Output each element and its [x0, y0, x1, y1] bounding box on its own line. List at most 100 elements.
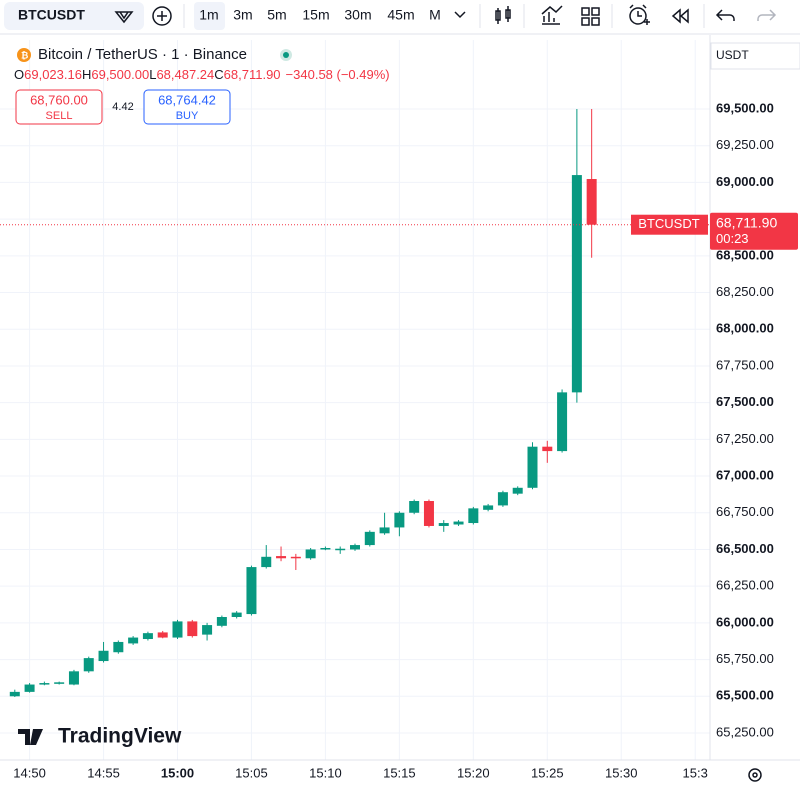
- toolbar: BTCUSDT 1m 3m 5m 15m 30m 45m M: [0, 2, 800, 35]
- sell-label[interactable]: SELL: [46, 110, 73, 122]
- buy-label[interactable]: BUY: [176, 110, 199, 122]
- candle-body: [557, 392, 568, 452]
- settings-icon[interactable]: [748, 768, 762, 782]
- symbol-search[interactable]: [4, 2, 144, 30]
- candle-body: [231, 612, 242, 617]
- interval[interactable]: M: [429, 7, 441, 23]
- candle-body: [468, 508, 479, 524]
- symbol-tag-bg: [631, 214, 708, 235]
- x-tick-label: 15:15: [383, 765, 416, 780]
- sell-button[interactable]: [15, 89, 103, 125]
- candle-body: [438, 523, 449, 526]
- bitcoin-icon-glyph: ₿: [21, 50, 28, 60]
- x-tick-label: 14:55: [87, 765, 120, 780]
- candle-body: [202, 625, 213, 635]
- candle-body: [379, 527, 390, 534]
- interval[interactable]: 15m: [302, 7, 329, 23]
- candle-body: [83, 658, 94, 672]
- ohlc-key: H: [82, 67, 91, 82]
- alert-icon[interactable]: [629, 7, 647, 25]
- interval-dropdown[interactable]: [454, 11, 466, 19]
- interval[interactable]: 3m: [233, 7, 252, 23]
- intervals: 1m 3m 5m 15m 30m 45m M: [199, 7, 441, 23]
- candle-body: [512, 487, 523, 494]
- candle-body: [542, 446, 553, 452]
- candle-body: [394, 512, 405, 528]
- buy-price[interactable]: 68,764.42: [158, 92, 216, 107]
- candle-body: [24, 684, 35, 692]
- candle-body: [9, 691, 20, 697]
- y-tick-label: 67,750.00: [716, 357, 774, 372]
- active-interval-bg: [194, 2, 225, 30]
- replay-icon[interactable]: [671, 8, 689, 24]
- candle-body: [364, 531, 375, 546]
- candle-body: [216, 616, 227, 626]
- currency[interactable]: USDT: [716, 48, 749, 62]
- candle-body: [113, 641, 124, 653]
- ohlc-values: O69,023.16H69,500.00L68,487.24C68,711.90…: [14, 67, 390, 82]
- candle-body: [54, 682, 65, 684]
- ohlc-value: 68,487.24: [156, 67, 214, 82]
- interval[interactable]: 1m: [199, 7, 218, 23]
- bitcoin-icon: [17, 48, 31, 62]
- layouts-icon[interactable]: [581, 7, 600, 26]
- candle-body: [527, 446, 538, 488]
- y-tick-label: 66,000.00: [716, 614, 774, 629]
- ohlc-value: 69,023.16: [24, 67, 82, 82]
- x-tick-label: 14:50: [13, 765, 46, 780]
- y-tick-label: 68,250.00: [716, 284, 774, 299]
- ohlc-key: C: [214, 67, 223, 82]
- spread: 4.42: [112, 101, 133, 113]
- candle-body: [483, 505, 494, 510]
- x-tick-label: 15:25: [531, 765, 564, 780]
- diamond-icon[interactable]: [114, 11, 134, 24]
- x-tick-label: 15:00: [161, 765, 194, 780]
- y-tick-label: 65,500.00: [716, 688, 774, 703]
- x-tick-label: 15:3: [683, 765, 708, 780]
- legend: ₿ Bitcoin / TetherUS · 1 · Binance O69,0…: [14, 46, 390, 125]
- logo-mark: [18, 729, 43, 745]
- candle-body: [68, 671, 79, 685]
- compare-plus: [157, 11, 167, 21]
- price-change: −340.58 (−0.49%): [286, 67, 390, 82]
- interval[interactable]: 30m: [344, 7, 371, 23]
- y-tick-label: 66,250.00: [716, 578, 774, 593]
- y-tick-label: 68,500.00: [716, 247, 774, 262]
- y-tick-label: 68,000.00: [716, 321, 774, 336]
- interval[interactable]: 5m: [267, 7, 286, 23]
- compare-icon[interactable]: [152, 6, 172, 26]
- logo: TradingView: [18, 725, 182, 748]
- ohlc-key: O: [14, 67, 24, 82]
- ohlc-key: L: [149, 67, 156, 82]
- ohlc-value: 69,500.00: [91, 67, 149, 82]
- market-status-dot: [283, 52, 289, 58]
- currency-select[interactable]: [710, 42, 800, 70]
- symbol[interactable]: BTCUSDT: [18, 7, 85, 23]
- candle-body: [335, 548, 346, 551]
- undo-icon[interactable]: [715, 9, 735, 21]
- candle-body: [571, 175, 582, 393]
- candle-body: [172, 621, 183, 638]
- instrument-name: Bitcoin / TetherUS · 1 · Binance: [38, 46, 247, 63]
- price-tag-bg: [710, 212, 798, 250]
- candle-body: [246, 567, 257, 615]
- interval[interactable]: 45m: [387, 7, 414, 23]
- candle-body: [157, 632, 168, 638]
- gear-center: [752, 772, 758, 778]
- buy-button[interactable]: [143, 89, 231, 125]
- x-tick-label: 15:30: [605, 765, 638, 780]
- y-tick-label: 67,500.00: [716, 394, 774, 409]
- x-tick-label: 15:05: [235, 765, 268, 780]
- redo-icon[interactable]: [757, 9, 777, 21]
- y-tick-label: 69,250.00: [716, 137, 774, 152]
- candle-body: [187, 621, 198, 637]
- y-tick-label: 67,250.00: [716, 431, 774, 446]
- candle-body: [586, 179, 597, 225]
- x-tick-label: 15:10: [309, 765, 342, 780]
- gear[interactable]: [748, 768, 762, 782]
- candles-icon[interactable]: [495, 6, 511, 24]
- sell-price[interactable]: 68,760.00: [30, 92, 88, 107]
- y-tick-label: 67,000.00: [716, 467, 774, 482]
- indicators-icon[interactable]: [541, 5, 563, 25]
